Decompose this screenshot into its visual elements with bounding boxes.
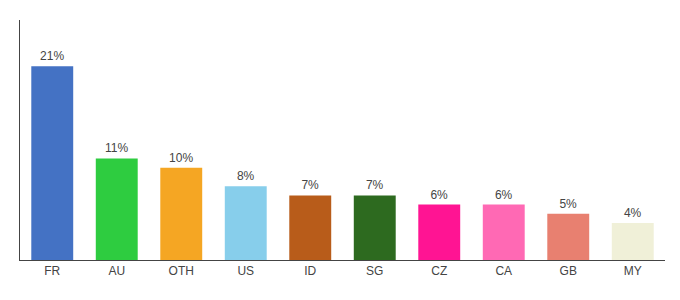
svg-text:GB: GB xyxy=(560,264,577,278)
svg-text:CA: CA xyxy=(495,264,512,278)
svg-text:21%: 21% xyxy=(40,49,64,63)
svg-text:4%: 4% xyxy=(624,206,642,220)
svg-text:8%: 8% xyxy=(237,169,255,183)
svg-text:11%: 11% xyxy=(105,141,128,155)
svg-text:AU: AU xyxy=(108,264,125,278)
svg-text:10%: 10% xyxy=(169,151,193,165)
svg-text:6%: 6% xyxy=(430,188,448,202)
svg-text:FR: FR xyxy=(44,264,60,278)
svg-text:OTH: OTH xyxy=(169,264,194,278)
svg-text:US: US xyxy=(237,264,254,278)
svg-text:SG: SG xyxy=(366,264,383,278)
svg-text:7%: 7% xyxy=(301,178,319,192)
svg-text:MY: MY xyxy=(624,264,642,278)
svg-text:CZ: CZ xyxy=(431,264,447,278)
svg-text:5%: 5% xyxy=(559,197,577,211)
svg-text:6%: 6% xyxy=(495,188,513,202)
svg-text:ID: ID xyxy=(304,264,316,278)
svg-text:7%: 7% xyxy=(366,178,384,192)
